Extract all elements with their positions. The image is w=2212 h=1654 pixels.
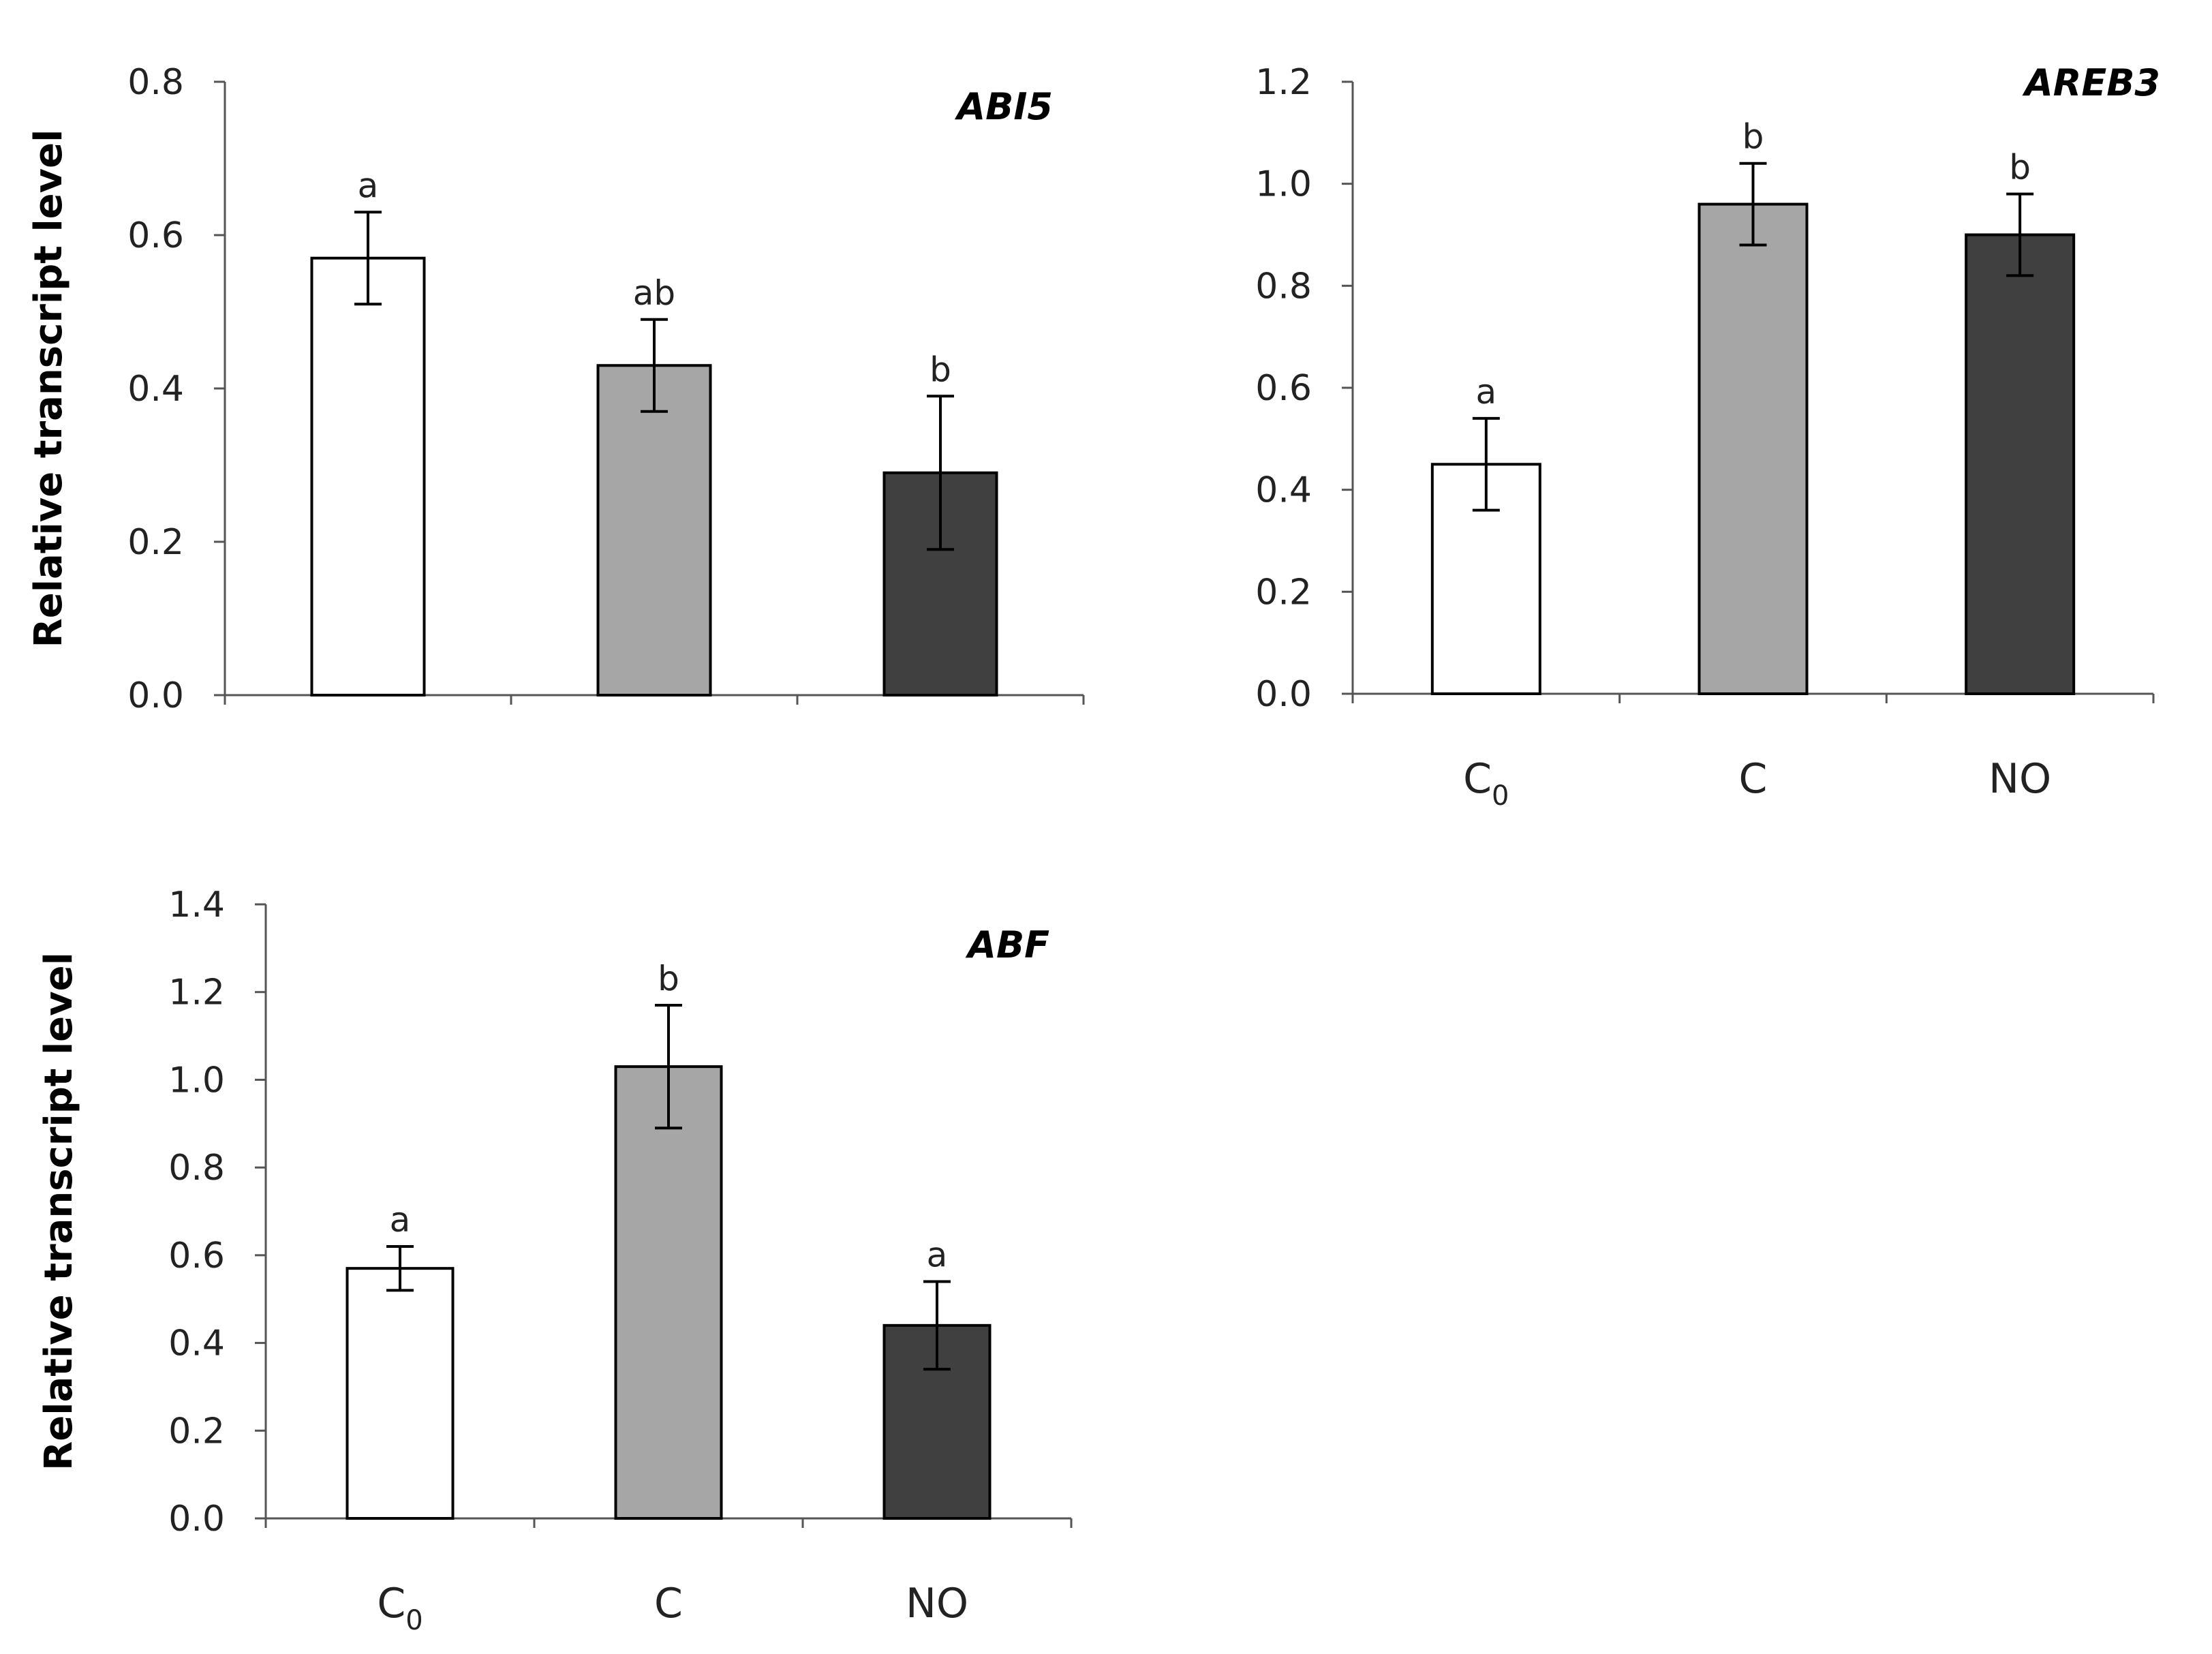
y-tick-label: 0.4 [127, 369, 184, 410]
bar-c0 [310, 256, 426, 696]
y-tick-label: 1.2 [168, 973, 225, 1013]
significance-label: a [390, 1200, 411, 1240]
y-tick-label: 0.4 [168, 1323, 225, 1364]
significance-label: b [1742, 117, 1764, 157]
significance-label: b [658, 959, 679, 998]
y-tick-label: 0.0 [1255, 674, 1312, 715]
chart-title: ABF [965, 923, 1049, 966]
x-category-label: NO [906, 1580, 968, 1627]
y-axis-title: Relative transcript level [37, 952, 81, 1471]
x-category-label: C0 [1463, 755, 1509, 812]
significance-label: a [927, 1235, 948, 1274]
significance-label: b [930, 350, 951, 389]
x-category-label: C0 [377, 1580, 423, 1636]
significance-label: ab [633, 273, 675, 313]
bar-no [1965, 233, 2076, 695]
significance-label: a [358, 166, 379, 205]
y-tick-label: 0.6 [127, 215, 184, 256]
y-tick-label: 0.2 [127, 522, 184, 563]
y-tick-label: 0.0 [168, 1499, 225, 1540]
y-tick-label: 0.8 [168, 1148, 225, 1189]
y-tick-label: 0.0 [127, 675, 184, 716]
chart-title: ABI5 [954, 85, 1053, 128]
y-axis-title: Relative transcript level [27, 129, 71, 648]
bar-c [614, 1065, 723, 1520]
y-tick-label: 1.0 [1255, 164, 1312, 205]
y-tick-label: 0.2 [168, 1411, 225, 1452]
x-category-label: C [1739, 755, 1768, 803]
y-tick-label: 1.2 [1255, 62, 1312, 103]
y-tick-label: 0.2 [1255, 572, 1312, 613]
y-tick-label: 0.8 [127, 62, 184, 103]
y-tick-label: 0.6 [168, 1236, 225, 1276]
chart-panel-abi5: 0.0 0.2 0.4 0.6 0.8 a ab b ABI5 Relative transcri… [27, 62, 1085, 716]
y-tick-label: 1.0 [168, 1060, 225, 1101]
y-tick-label: 0.8 [1255, 266, 1312, 307]
bar-c [596, 364, 712, 696]
y-tick-label: 0.4 [1255, 470, 1312, 511]
significance-label: a [1476, 372, 1497, 412]
x-category-label: C [654, 1580, 683, 1627]
y-tick-label: 0.6 [1255, 368, 1312, 409]
significance-label: b [2009, 148, 2031, 187]
bar-c [1698, 202, 1809, 696]
x-category-label: NO [1988, 755, 2051, 803]
chart-panel-abf: 0.0 0.2 0.4 0.6 0.8 1.0 1.2 1.4 a C0 b Ca NO ABF Relat… [37, 885, 1073, 1636]
bar-c0 [345, 1267, 455, 1520]
chart-title: AREB3 [2022, 61, 2160, 104]
chart-panel-areb3: 0.0 0.2 0.4 0.6 0.8 1.0 1.2 a C0 b Cb NO AREB3 [1255, 61, 2160, 812]
bar-c0 [1430, 463, 1541, 695]
y-tick-label: 1.4 [168, 885, 225, 925]
